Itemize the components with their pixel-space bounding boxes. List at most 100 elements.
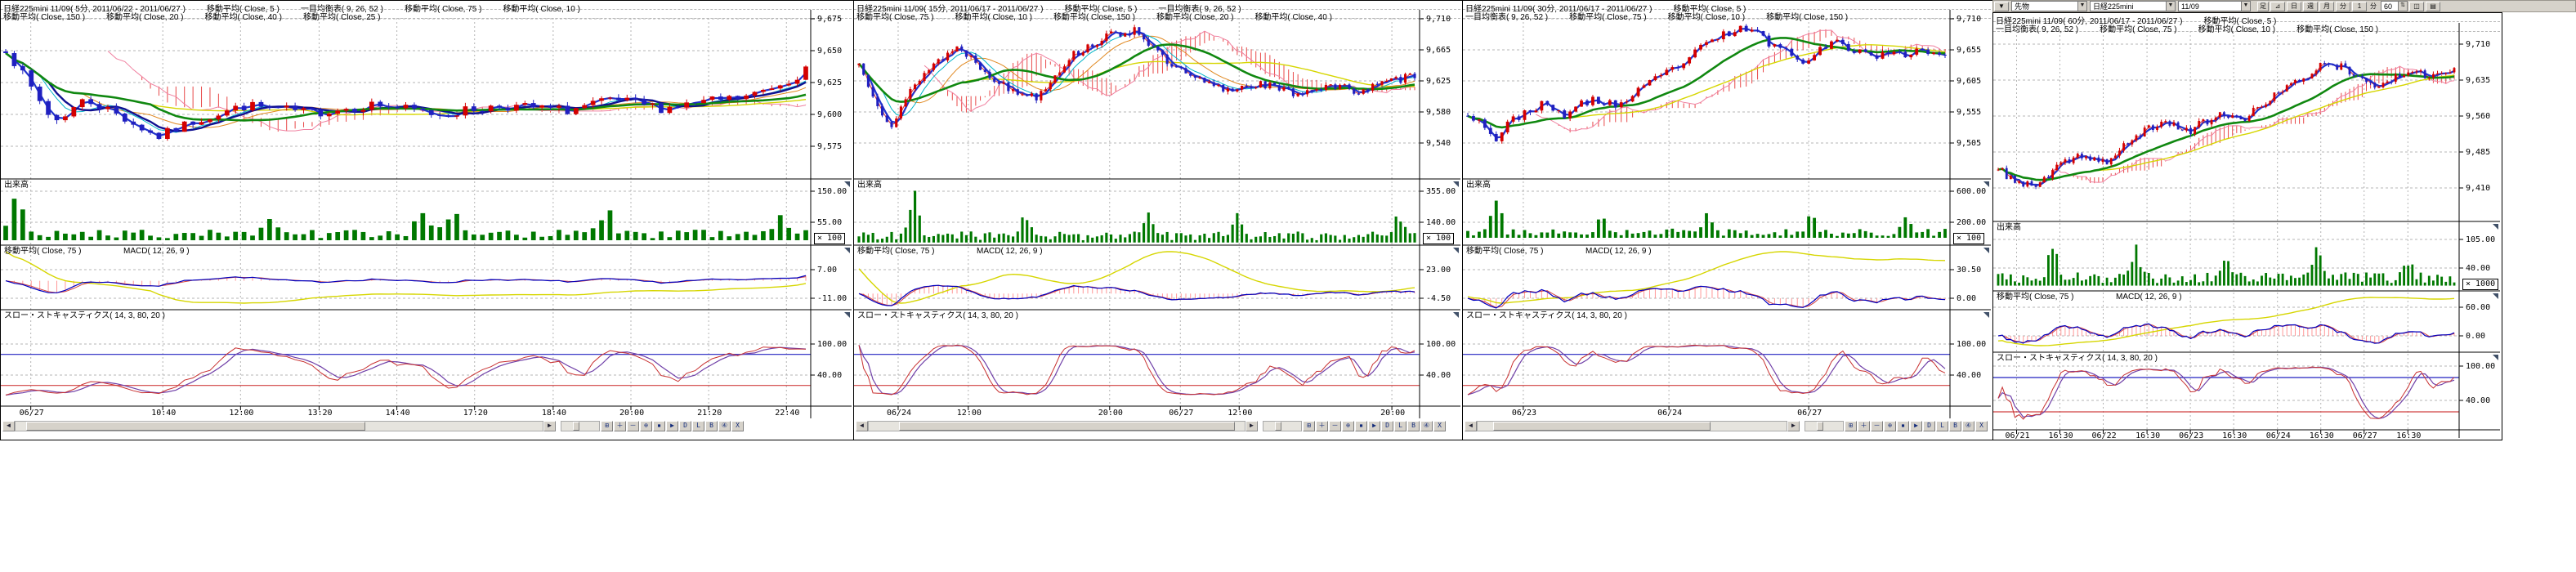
- mini-tool-button-X[interactable]: X: [1975, 421, 1988, 431]
- mini-tool-button-D[interactable]: D: [679, 421, 691, 431]
- mini-tool-button-⊞[interactable]: ⊞: [601, 421, 613, 431]
- mini-tool-button-⊞[interactable]: ⊞: [1845, 421, 1857, 431]
- pane-collapse-icon[interactable]: [844, 312, 850, 318]
- h-scrollbar-track[interactable]: [1477, 421, 1787, 431]
- bottom-control-row: ◄ ► ⊞ ＋－ ⊕ ▪ ▶ D L B ④ X: [1465, 421, 1988, 431]
- mini-tool-button-⊕[interactable]: ⊕: [640, 421, 652, 431]
- mini-tool-button-L[interactable]: L: [1394, 421, 1407, 431]
- bar-width-slider[interactable]: [561, 421, 600, 431]
- h-scrollbar-thumb[interactable]: [898, 422, 1236, 431]
- mini-tool-button-X[interactable]: X: [731, 421, 744, 431]
- period-button-⊿[interactable]: ⊿: [2270, 1, 2285, 11]
- legend-item: 移動平均( Close, 40 ): [1254, 13, 1332, 22]
- scroll-left-button[interactable]: ◄: [856, 421, 868, 431]
- x-tick-label: 20:00: [1098, 409, 1123, 418]
- pane-collapse-icon[interactable]: [844, 181, 850, 187]
- period-button-分[interactable]: 分: [2336, 1, 2350, 11]
- ashi-button[interactable]: 足: [2257, 1, 2269, 11]
- mini-tool-button-B[interactable]: B: [705, 421, 718, 431]
- bar-width-slider-handle[interactable]: [572, 422, 579, 431]
- mini-tool-button-▪[interactable]: ▪: [653, 421, 665, 431]
- mini-tool-button-B[interactable]: B: [1949, 421, 1961, 431]
- header-separator: [1, 18, 852, 19]
- scroll-right-button[interactable]: ►: [543, 421, 556, 431]
- pane-collapse-icon[interactable]: [1453, 248, 1459, 253]
- panel-header-row1-5min: 日経225mini 11/09( 5分, 2011/06/22 - 2011/0…: [3, 1, 851, 16]
- legend-item: 移動平均( Close, 150 ): [1766, 13, 1849, 22]
- pane-collapse-icon[interactable]: [2493, 224, 2498, 230]
- mini-tool-button-▪[interactable]: ▪: [1897, 421, 1909, 431]
- symbol-select-arrow[interactable]: ▼: [2166, 2, 2175, 11]
- price-axis-label: 9,580: [1426, 108, 1451, 117]
- pane-collapse-icon[interactable]: [1453, 312, 1459, 318]
- mini-tool-button-D[interactable]: D: [1923, 421, 1935, 431]
- stoch-pane-label: スロー・ストキャスティクス( 14, 3, 80, 20 ): [1997, 354, 2158, 363]
- pane-collapse-icon[interactable]: [1453, 181, 1459, 187]
- instrument-type-select[interactable]: 先物 ▼: [2011, 1, 2087, 11]
- h-scrollbar-track[interactable]: [868, 421, 1246, 431]
- mini-tool-button-⊕[interactable]: ⊕: [1884, 421, 1896, 431]
- pane-collapse-icon[interactable]: [1983, 248, 1989, 253]
- pane-collapse-icon[interactable]: [1983, 181, 1989, 187]
- symbol-select[interactable]: 日経225mini ▼: [2090, 1, 2176, 11]
- x-tick-label: 20:00: [619, 409, 645, 418]
- chart-plot-60min[interactable]: [1993, 13, 2500, 438]
- panel-title-60min: 日経225mini 11/09( 60分, 2011/06/17 - 2011/…: [1996, 17, 2183, 26]
- mini-tool-button-④[interactable]: ④: [1962, 421, 1974, 431]
- mini-tool-button-D[interactable]: D: [1381, 421, 1393, 431]
- period-button-月[interactable]: 月: [2319, 1, 2334, 11]
- mini-tool-button-▶[interactable]: ▶: [1368, 421, 1380, 431]
- chart-plot-30min[interactable]: [1463, 1, 1991, 438]
- minute-value-spinner[interactable]: 60 ⇅: [2381, 1, 2408, 11]
- bar-width-slider[interactable]: [1263, 421, 1302, 431]
- bar-width-slider-handle[interactable]: [1274, 422, 1281, 431]
- legend-item: 移動平均( Close, 10 ): [955, 13, 1032, 22]
- mini-tool-button-B[interactable]: B: [1407, 421, 1420, 431]
- period-button-週[interactable]: 週: [2303, 1, 2318, 11]
- mini-tool-button-⊞[interactable]: ⊞: [1303, 421, 1315, 431]
- pane-collapse-icon[interactable]: [2493, 293, 2498, 299]
- x-tick-label: 20:00: [1380, 409, 1406, 418]
- mini-tool-button-X[interactable]: X: [1433, 421, 1446, 431]
- period-button-1[interactable]: 1: [2352, 1, 2367, 11]
- pane-collapse-icon[interactable]: [2493, 355, 2498, 360]
- bar-width-slider-handle[interactable]: [1816, 422, 1823, 431]
- h-scrollbar-thumb[interactable]: [1492, 422, 1711, 431]
- toolbar-extra-button[interactable]: ▤: [2426, 1, 2440, 11]
- mini-tool-button-－[interactable]: －: [627, 421, 639, 431]
- h-scrollbar-thumb[interactable]: [25, 422, 365, 431]
- toolbar-extra-button[interactable]: ◫: [2409, 1, 2424, 11]
- mini-tool-button-L[interactable]: L: [692, 421, 704, 431]
- window-menu-button[interactable]: ▼: [1994, 1, 2009, 11]
- mini-tool-button-▪[interactable]: ▪: [1355, 421, 1367, 431]
- mini-tool-button-－[interactable]: －: [1329, 421, 1341, 431]
- chart-plot-15min[interactable]: [854, 1, 1460, 438]
- mini-tool-button-＋[interactable]: ＋: [614, 421, 626, 431]
- mini-tool-button-－[interactable]: －: [1871, 421, 1883, 431]
- chart-plot-5min[interactable]: [1, 1, 852, 438]
- minute-spinner-arrows[interactable]: ⇅: [2398, 2, 2407, 11]
- contract-month-select[interactable]: 11/09 ▼: [2178, 1, 2251, 11]
- pane-collapse-icon[interactable]: [844, 248, 850, 253]
- bar-width-slider[interactable]: [1805, 421, 1844, 431]
- scroll-left-button[interactable]: ◄: [1465, 421, 1477, 431]
- mini-tool-button-＋[interactable]: ＋: [1858, 421, 1870, 431]
- bottom-control-row: ◄ ► ⊞ ＋－ ⊕ ▪ ▶ D L B ④ X: [2, 421, 848, 431]
- mini-tool-button-＋[interactable]: ＋: [1316, 421, 1328, 431]
- macd-axis-label: 60.00: [2466, 303, 2491, 312]
- mini-tool-button-④[interactable]: ④: [1420, 421, 1433, 431]
- pane-collapse-icon[interactable]: [1983, 312, 1989, 318]
- mini-tool-button-▶[interactable]: ▶: [666, 421, 678, 431]
- mini-tool-button-▶[interactable]: ▶: [1910, 421, 1922, 431]
- mini-tool-button-L[interactable]: L: [1936, 421, 1948, 431]
- scroll-left-button[interactable]: ◄: [2, 421, 15, 431]
- scroll-right-button[interactable]: ►: [1246, 421, 1258, 431]
- period-button-日[interactable]: 日: [2287, 1, 2301, 11]
- instrument-type-select-arrow[interactable]: ▼: [2077, 2, 2086, 11]
- h-scrollbar-track[interactable]: [15, 421, 543, 431]
- mini-tool-button-④[interactable]: ④: [718, 421, 731, 431]
- contract-month-select-arrow[interactable]: ▼: [2241, 2, 2250, 11]
- scroll-right-button[interactable]: ►: [1787, 421, 1800, 431]
- price-axis-label: 9,505: [1957, 139, 1982, 148]
- mini-tool-button-⊕[interactable]: ⊕: [1342, 421, 1354, 431]
